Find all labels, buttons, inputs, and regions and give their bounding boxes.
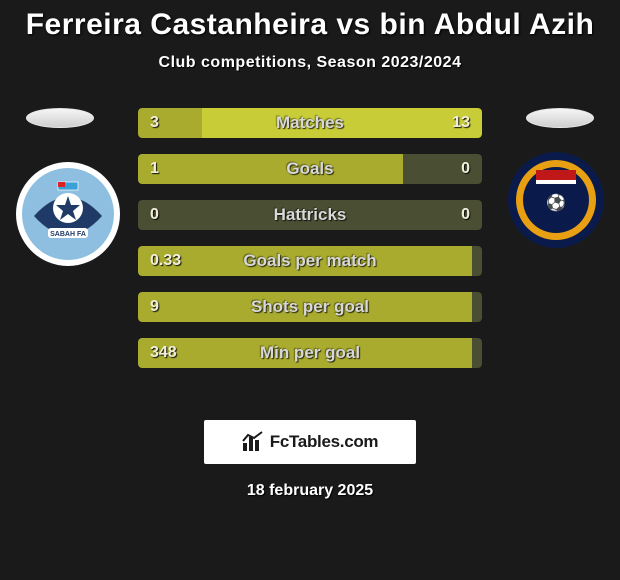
stat-value-left: 0 <box>150 200 159 230</box>
stat-value-left: 1 <box>150 154 159 184</box>
stat-value-right: 0 <box>461 154 470 184</box>
stat-row: Goals per match0.33 <box>138 246 482 276</box>
stat-value-left: 0.33 <box>150 246 181 276</box>
stat-label: Hattricks <box>138 200 482 230</box>
stat-label: Matches <box>138 108 482 138</box>
stat-row: Matches3 13 <box>138 108 482 138</box>
stats-area: SABAH FA ⚽ Matches313Goals10Hattricks00G… <box>0 108 620 418</box>
stat-bars: Matches313Goals10Hattricks00Goals per ma… <box>138 108 482 384</box>
stat-row: Goals1 0 <box>138 154 482 184</box>
stat-row: Shots per goal9 <box>138 292 482 322</box>
branding-box[interactable]: FcTables.com <box>204 420 416 464</box>
branding-label: FcTables.com <box>270 432 379 452</box>
svg-text:⚽: ⚽ <box>545 193 566 212</box>
stat-value-left: 3 <box>150 108 159 138</box>
stat-label: Goals <box>138 154 482 184</box>
stat-row: Min per goal348 <box>138 338 482 368</box>
page-title: Ferreira Castanheira vs bin Abdul Azih <box>0 8 620 42</box>
player-left-flag <box>26 108 94 128</box>
stat-value-left: 348 <box>150 338 177 368</box>
stat-row: Hattricks0 0 <box>138 200 482 230</box>
stat-value-right: 0 <box>461 200 470 230</box>
stat-label: Min per goal <box>138 338 482 368</box>
club-badge-right: ⚽ <box>506 150 606 250</box>
player-right-flag <box>526 108 594 128</box>
club-badge-left: SABAH FA <box>14 160 122 268</box>
date: 18 february 2025 <box>0 482 620 500</box>
chart-icon <box>242 431 264 453</box>
comparison-card: Ferreira Castanheira vs bin Abdul Azih C… <box>0 0 620 580</box>
stat-value-right: 13 <box>452 108 470 138</box>
stat-label: Shots per goal <box>138 292 482 322</box>
subtitle: Club competitions, Season 2023/2024 <box>0 54 620 72</box>
stat-label: Goals per match <box>138 246 482 276</box>
stat-value-left: 9 <box>150 292 159 322</box>
svg-text:SABAH FA: SABAH FA <box>50 231 86 238</box>
